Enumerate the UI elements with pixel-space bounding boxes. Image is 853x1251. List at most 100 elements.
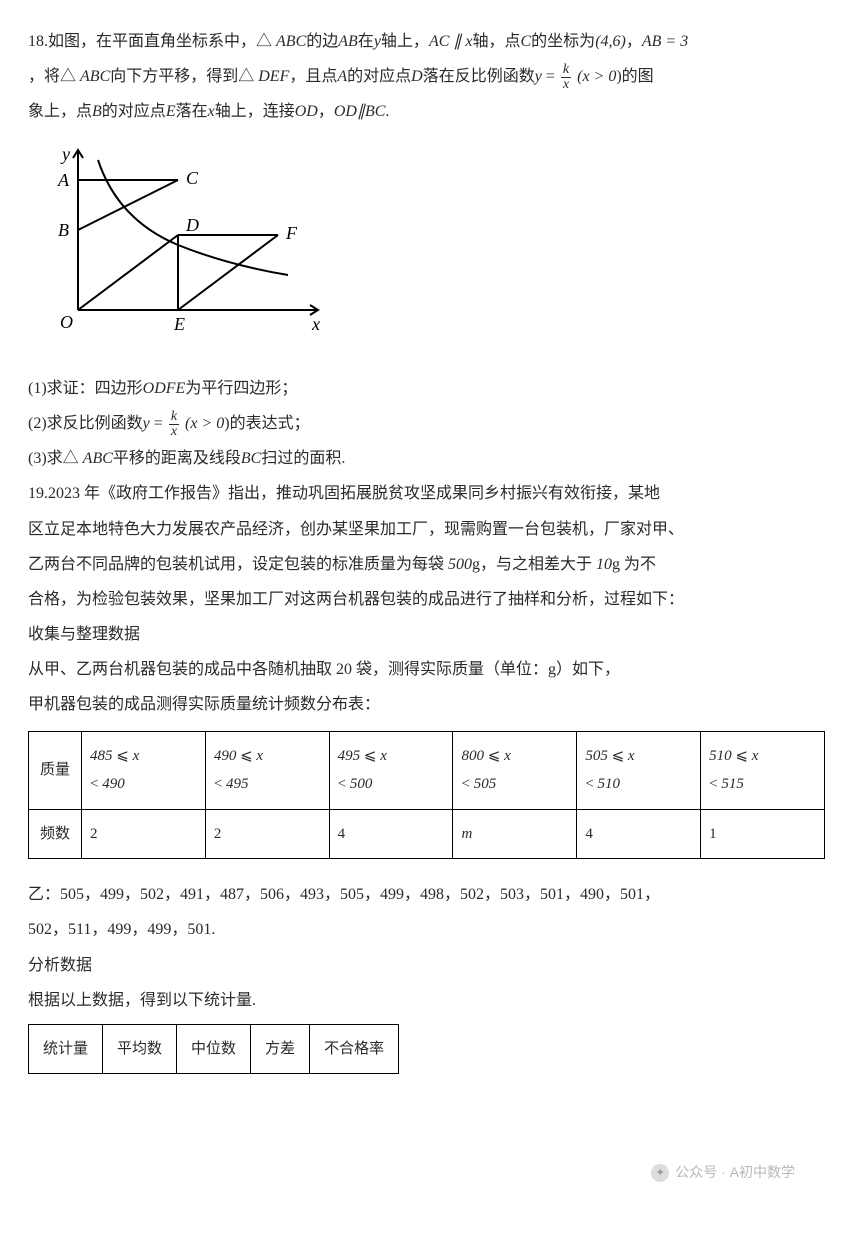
t: 10 xyxy=(596,556,612,573)
q18-sub3: (3)求△ ABC平移的距离及线段BC扫过的面积. xyxy=(28,441,825,476)
t: (x > xyxy=(573,68,608,85)
t: (2)求反比例函数 xyxy=(28,415,143,432)
q19-h1: 收集与整理数据 xyxy=(28,617,825,652)
t: y xyxy=(535,68,542,85)
cell: 490 ⩽ x < 495 xyxy=(205,731,329,809)
q19-p5: 从甲、乙两台机器包装的成品中各随机抽取 20 袋，测得实际质量（单位：g）如下， xyxy=(28,652,825,687)
t: 象上，点 xyxy=(28,103,92,120)
fraction: kx xyxy=(169,410,179,439)
numerator: k xyxy=(561,63,571,77)
t: BC xyxy=(241,450,261,467)
t: 落在反比例函数 xyxy=(423,68,535,85)
cell: 2 xyxy=(82,809,206,859)
q19-yi-b: 502，511，499，499，501. xyxy=(28,912,825,947)
t: 的边 xyxy=(306,33,338,50)
t: 500 xyxy=(448,556,472,573)
q18-sub1: (1)求证：四边形ODFE为平行四边形； xyxy=(28,371,825,406)
denominator: x xyxy=(561,77,571,92)
table-row: 质量 485 ⩽ x < 490 490 ⩽ x < 495 495 ⩽ x <… xyxy=(29,731,825,809)
t: 轴上， xyxy=(381,33,429,50)
t: x xyxy=(208,103,215,120)
t: D xyxy=(411,68,423,85)
t: OD∥BC xyxy=(334,103,386,120)
t: = xyxy=(150,415,167,432)
t: ，将△ xyxy=(28,68,80,85)
t: 轴，点 xyxy=(472,33,520,50)
t: C xyxy=(521,33,532,50)
cell: 495 ⩽ x < 500 xyxy=(329,731,453,809)
watermark: ✦ 公众号 · A初中数学 xyxy=(651,1157,795,1188)
q19-h2: 分析数据 xyxy=(28,948,825,983)
svg-text:A: A xyxy=(57,170,70,190)
q19-p2: 区立足本地特色大力发展农产品经济，创办某坚果加工厂，现需购置一台包装机，厂家对甲… xyxy=(28,512,825,547)
t: 扫过的面积. xyxy=(261,450,345,467)
q19-p1: 19.2023 年《政府工作报告》指出，推动巩固拓展脱贫攻坚成果同乡村振兴有效衔… xyxy=(28,476,825,511)
svg-text:x: x xyxy=(311,314,320,334)
cell: 4 xyxy=(329,809,453,859)
row-header-freq: 频数 xyxy=(29,809,82,859)
cell: 平均数 xyxy=(103,1024,177,1074)
t: (1)求证：四边形 xyxy=(28,380,143,397)
t: ， xyxy=(626,33,642,50)
cell: 1 xyxy=(701,809,825,859)
t: (3)求△ xyxy=(28,450,83,467)
t: ABC xyxy=(80,68,110,85)
t: y xyxy=(374,33,381,50)
svg-text:y: y xyxy=(60,144,70,164)
t: ABC xyxy=(276,33,306,50)
q19-p4: 合格，为检验包装效果，坚果加工厂对这两台机器包装的成品进行了抽样和分析，过程如下… xyxy=(28,582,825,617)
q19-p7: 根据以上数据，得到以下统计量. xyxy=(28,983,825,1018)
t: ABC xyxy=(83,450,113,467)
q19-yi-a: 乙：505，499，502，491，487，506，493，505，499，49… xyxy=(28,877,825,912)
q18-intro-line1: 18.如图，在平面直角坐标系中，△ ABC的边AB在y轴上，AC ∥ x轴，点C… xyxy=(28,24,825,59)
svg-text:O: O xyxy=(60,312,73,332)
numerator: k xyxy=(169,410,179,424)
svg-text:E: E xyxy=(173,314,185,334)
cell: 510 ⩽ x < 515 xyxy=(701,731,825,809)
t: 乙两台不同品牌的包装机试用，设定包装的标准质量为每袋 xyxy=(28,556,448,573)
t: g，与之相差大于 xyxy=(472,556,596,573)
t: 向下方平移，得到△ xyxy=(110,68,258,85)
t: . xyxy=(385,103,389,120)
t: 在 xyxy=(358,33,374,50)
row-header-mass: 质量 xyxy=(29,731,82,809)
t: AB = 3 xyxy=(642,33,688,50)
t: g 为不 xyxy=(612,556,656,573)
cell: 4 xyxy=(577,809,701,859)
q19-p6: 甲机器包装的成品测得实际质量统计频数分布表： xyxy=(28,687,825,722)
cell: 800 ⩽ x < 505 xyxy=(453,731,577,809)
t: B xyxy=(92,103,102,120)
svg-text:B: B xyxy=(58,220,69,240)
t: = xyxy=(542,68,559,85)
t: (x > xyxy=(181,415,216,432)
t: E xyxy=(166,103,176,120)
t: AB xyxy=(338,33,358,50)
t: 18.如图，在平面直角坐标系中，△ xyxy=(28,33,276,50)
q18-intro-line2: ，将△ ABC向下方平移，得到△ DEF，且点A的对应点D落在反比例函数y = … xyxy=(28,59,825,94)
q19-table1: 质量 485 ⩽ x < 490 490 ⩽ x < 495 495 ⩽ x <… xyxy=(28,731,825,860)
t: DEF xyxy=(258,68,289,85)
q19-table2: 统计量 平均数 中位数 方差 不合格率 xyxy=(28,1024,399,1075)
t: )的图 xyxy=(616,68,653,85)
t: 轴上，连接 xyxy=(215,103,295,120)
table-row: 频数 2 2 4 m 4 1 xyxy=(29,809,825,859)
svg-text:F: F xyxy=(285,223,298,243)
t: OD xyxy=(295,103,318,120)
cell: 505 ⩽ x < 510 xyxy=(577,731,701,809)
t: ，且点 xyxy=(289,68,337,85)
cell: 不合格率 xyxy=(310,1024,399,1074)
cell: m xyxy=(453,809,577,859)
t: ODFE xyxy=(143,380,186,397)
q18-sub2: (2)求反比例函数y = kx (x > 0)的表达式； xyxy=(28,406,825,441)
t: 为平行四边形； xyxy=(185,380,297,397)
denominator: x xyxy=(169,424,179,439)
cell: 统计量 xyxy=(29,1024,103,1074)
table-row: 统计量 平均数 中位数 方差 不合格率 xyxy=(29,1024,399,1074)
t: 的对应点 xyxy=(347,68,411,85)
cell: 中位数 xyxy=(177,1024,251,1074)
q18-diagram: yxOABCDEF xyxy=(28,140,328,340)
t: ， xyxy=(318,103,334,120)
t: 的坐标为 xyxy=(531,33,595,50)
t: (4,6) xyxy=(595,33,626,50)
watermark-text: 公众号 · A初中数学 xyxy=(675,1157,795,1188)
